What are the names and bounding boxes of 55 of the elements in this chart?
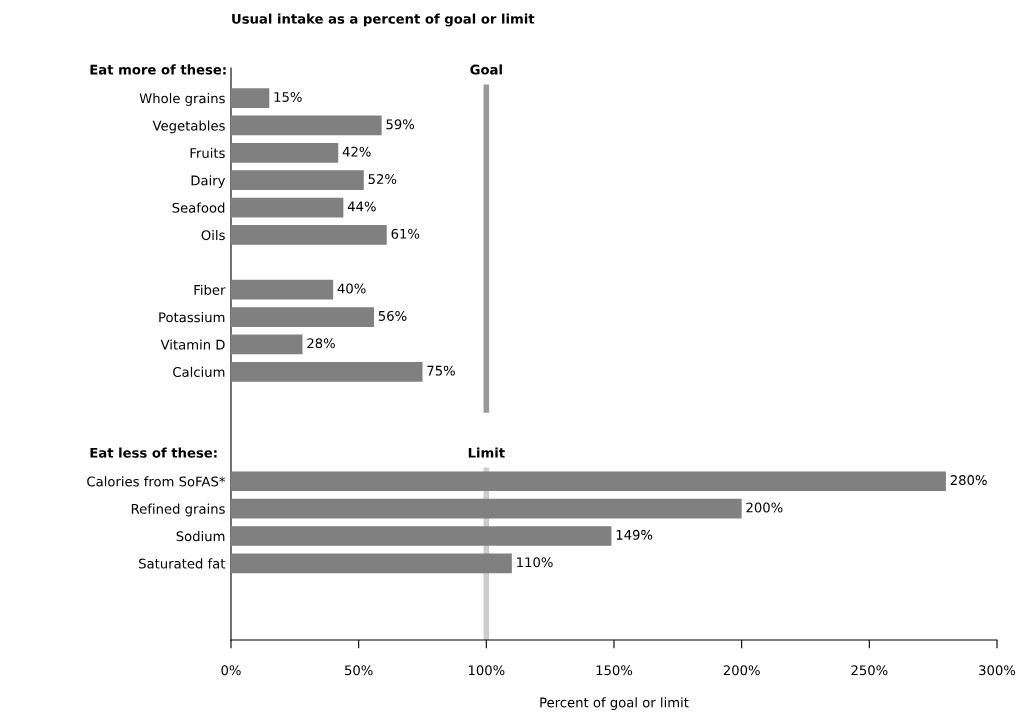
x-tick-label: 100% <box>468 665 505 676</box>
x-tick-label: 50% <box>345 665 373 676</box>
bar <box>231 526 612 546</box>
data-label: 42% <box>342 146 371 157</box>
y-tick-label: Vitamin D <box>160 339 225 350</box>
data-label: 75% <box>427 365 455 376</box>
data-label: 44% <box>347 201 376 212</box>
y-tick-label: Refined grains <box>131 503 225 517</box>
bar <box>231 225 387 245</box>
data-label: 149% <box>616 529 653 540</box>
y-tick-label: Potassium <box>159 312 225 323</box>
y-tick-label: Vegetables <box>152 120 225 134</box>
y-tick-label: Fiber <box>194 284 226 295</box>
x-tick-label: 250% <box>851 665 888 676</box>
y-tick-label: Sodium <box>176 530 225 542</box>
text: Eat less of these: <box>90 447 217 458</box>
data-label: 59% <box>386 119 415 130</box>
bar <box>231 142 339 163</box>
bar <box>231 553 512 574</box>
data-label: 200% <box>746 502 783 513</box>
y-tick-label: Oils <box>201 229 225 241</box>
y-tick-label: Whole grains <box>139 93 225 106</box>
data-label: 280% <box>950 475 987 486</box>
ref-line-label: Limit <box>468 447 505 458</box>
ref-line-label: Goal <box>470 64 502 75</box>
x-tick-label: 300% <box>979 665 1016 676</box>
bar <box>231 498 742 519</box>
y-tick-label: Fruits <box>190 147 225 159</box>
bar <box>231 279 334 300</box>
bar <box>231 197 344 218</box>
data-label: 52% <box>368 174 397 185</box>
bar <box>231 307 374 327</box>
data-label: 56% <box>378 310 407 321</box>
x-tick-label: 200% <box>723 665 760 676</box>
y-tick-label: Saturated fat <box>139 558 226 569</box>
data-label: 28% <box>307 338 335 349</box>
bar <box>231 471 946 492</box>
data-label: 40% <box>337 283 366 294</box>
data-label: 110% <box>517 557 553 568</box>
x-axis-title: Percent of goal or limit <box>540 697 689 710</box>
x-tick-label: 0% <box>221 665 241 676</box>
text: Eat more of these: <box>90 64 226 75</box>
x-tick-label: 150% <box>596 665 633 676</box>
bar <box>231 115 382 136</box>
data-label: 61% <box>391 228 420 239</box>
bar <box>231 334 303 355</box>
data-label: 15% <box>274 91 302 102</box>
y-tick-label: Calories from SoFAS* <box>87 476 226 487</box>
y-tick-label: Seafood <box>172 202 225 213</box>
bar <box>231 170 364 191</box>
bar <box>231 88 270 108</box>
y-tick-label: Calcium <box>173 366 225 377</box>
chart-title: Usual intake as a percent of goal or limit <box>232 13 535 27</box>
bar <box>231 361 423 382</box>
y-tick-label: Dairy <box>191 175 226 188</box>
